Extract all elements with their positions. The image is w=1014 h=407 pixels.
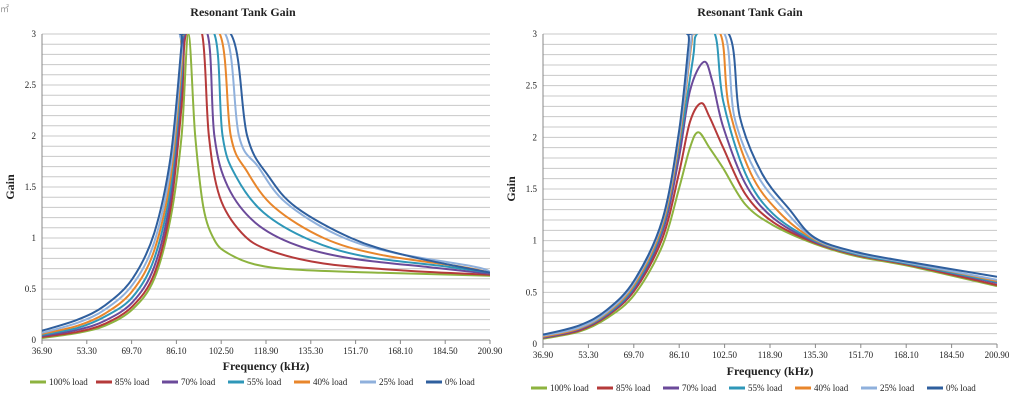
legend-label: 70% load	[181, 377, 216, 387]
y-tick-label: 2.5	[25, 80, 37, 90]
legend-label: 55% load	[247, 377, 282, 387]
y-tick-label: 1.5	[526, 184, 538, 194]
x-tick-label: 184.50	[433, 346, 458, 356]
x-tick-label: 53.30	[578, 350, 599, 360]
series-line-70-load	[42, 34, 490, 337]
x-axis-label: Frequency (kHz)	[727, 364, 814, 378]
legend-label: 40% load	[814, 383, 849, 393]
series-line-0-load	[543, 34, 997, 336]
y-tick-label: 1	[32, 233, 37, 243]
legend-label: 0% load	[445, 377, 475, 387]
series-line-40-load	[543, 34, 997, 338]
gain-chart-right: Resonant Tank Gain 0 0.5 1 1.5 2 2.5 3 36.90 53.3…	[504, 5, 1010, 393]
x-tick-label: 184.50	[939, 350, 964, 360]
y-axis-label: Gain	[3, 174, 17, 200]
x-tick-label: 200.90	[985, 350, 1010, 360]
legend-label: 85% load	[616, 383, 651, 393]
series-line-25-load	[42, 34, 490, 334]
series-line-55-load	[543, 34, 997, 338]
series-line-100-load	[543, 131, 997, 340]
legend: 100% load 85% load 70% load 55% load 40% loa…	[30, 377, 475, 387]
x-tick-label: 69.70	[624, 350, 645, 360]
x-tick-label: 86.10	[166, 346, 187, 356]
y-tick-label: 0	[533, 339, 538, 349]
legend-label: 70% load	[682, 383, 717, 393]
corner-artifact-mark: ㎡	[0, 4, 10, 14]
x-tick-label: 200.90	[478, 346, 503, 356]
chart-title: Resonant Tank Gain	[190, 5, 296, 19]
x-tick-label: 69.70	[121, 346, 142, 356]
x-tick-label: 86.10	[669, 350, 690, 360]
legend: 100% load 85% load 70% load 55% load 40% loa…	[531, 383, 976, 393]
y-tick-label: 1.5	[25, 182, 37, 192]
legend-label: 25% load	[379, 377, 414, 387]
legend-label: 100% load	[49, 377, 88, 387]
legend-label: 25% load	[880, 383, 915, 393]
y-tick-label: 0.5	[526, 287, 538, 297]
legend-label: 100% load	[550, 383, 589, 393]
chart-title: Resonant Tank Gain	[697, 5, 803, 19]
x-tick-label: 135.30	[298, 346, 323, 356]
gridlines	[42, 33, 490, 341]
y-tick-label: 0	[32, 335, 37, 345]
series-line-55-load	[42, 34, 490, 336]
series-line-40-load	[42, 34, 490, 335]
chart-panel-right: Resonant Tank Gain 0 0.5 1 1.5 2 2.5 3 36.90 53.3…	[504, 0, 1014, 402]
x-tick-label: 118.90	[254, 346, 279, 356]
series-line-85-load	[42, 34, 490, 338]
legend-label: 0% load	[946, 383, 976, 393]
y-tick-label: 3	[32, 29, 37, 39]
x-tick-label: 36.90	[32, 346, 53, 356]
x-tick-label: 168.10	[388, 346, 413, 356]
series-line-100-load	[42, 34, 490, 339]
series-group	[543, 34, 997, 340]
series-line-25-load	[543, 34, 997, 337]
y-tick-label: 1	[533, 236, 538, 246]
gain-chart-left: Resonant Tank Gain 0 0.5 1 1.5 2 2.5 3 36.90 53.3…	[3, 5, 503, 387]
series-line-0-load	[42, 34, 490, 332]
x-tick-label: 36.90	[533, 350, 554, 360]
chart-panel-left: Resonant Tank Gain 0 0.5 1 1.5 2 2.5 3 36.90 53.3…	[0, 0, 507, 402]
y-axis-label: Gain	[507, 176, 518, 202]
y-tick-label: 3	[533, 29, 538, 39]
x-tick-label: 102.50	[209, 346, 234, 356]
x-tick-label: 118.90	[758, 350, 783, 360]
x-tick-label: 53.30	[77, 346, 98, 356]
legend-label: 85% load	[115, 377, 150, 387]
x-tick-label: 135.30	[803, 350, 828, 360]
x-axis-label: Frequency (kHz)	[223, 359, 310, 373]
gridlines	[543, 33, 997, 345]
series-group	[42, 34, 490, 339]
y-tick-label: 2	[32, 131, 37, 141]
legend-label: 55% load	[748, 383, 783, 393]
y-tick-label: 2.5	[526, 81, 538, 91]
x-tick-label: 151.70	[848, 350, 873, 360]
legend-label: 40% load	[313, 377, 348, 387]
y-tick-label: 0.5	[25, 284, 37, 294]
x-tick-label: 102.50	[712, 350, 737, 360]
x-tick-label: 151.70	[343, 346, 368, 356]
y-tick-label: 2	[533, 132, 538, 142]
x-tick-label: 168.10	[894, 350, 919, 360]
